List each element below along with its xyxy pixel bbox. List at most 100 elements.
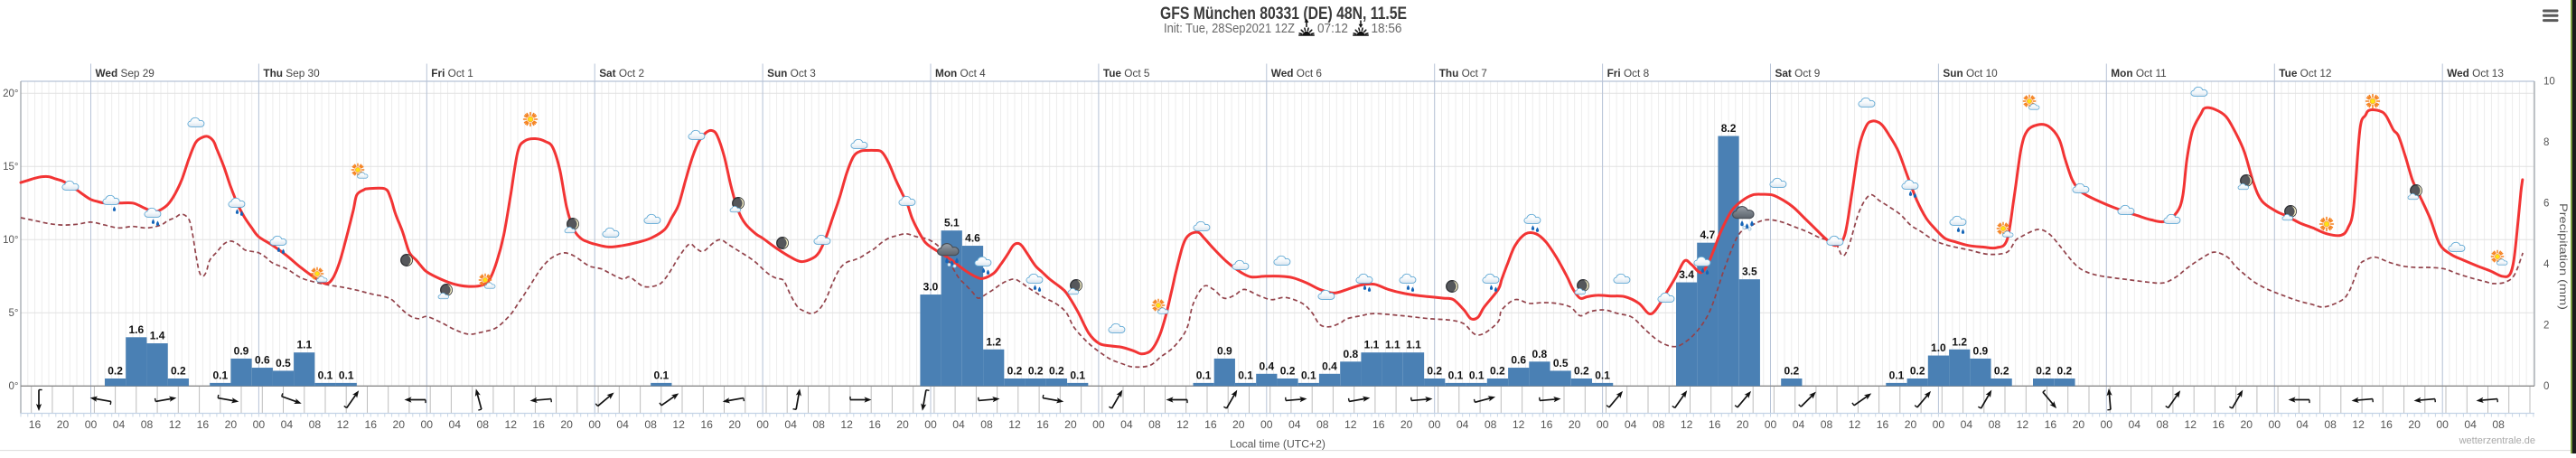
- svg-text:20: 20: [1905, 418, 1917, 431]
- svg-text:00: 00: [1597, 418, 1609, 431]
- svg-text:07:12: 07:12: [1317, 22, 1348, 36]
- svg-text:3.0: 3.0: [923, 281, 939, 294]
- svg-text:08: 08: [2492, 418, 2505, 431]
- svg-text:08: 08: [2324, 418, 2337, 431]
- svg-text:16: 16: [197, 418, 210, 431]
- svg-text:00: 00: [2269, 418, 2281, 431]
- svg-text:0°: 0°: [9, 381, 19, 392]
- svg-text:0.1: 0.1: [339, 369, 354, 381]
- svg-text:20: 20: [1400, 418, 1413, 431]
- svg-text:04: 04: [1120, 418, 1133, 431]
- svg-text:1.1: 1.1: [296, 339, 312, 351]
- svg-text:12: 12: [169, 418, 182, 431]
- svg-text:20: 20: [57, 418, 70, 431]
- svg-text:4.7: 4.7: [1700, 229, 1715, 241]
- svg-text:Wed Sep 29: Wed Sep 29: [96, 67, 155, 79]
- svg-text:Tue Oct 5: Tue Oct 5: [1103, 67, 1150, 79]
- svg-text:wetterzentrale.de: wetterzentrale.de: [2459, 435, 2535, 446]
- svg-text:Thu Oct 7: Thu Oct 7: [1439, 67, 1487, 79]
- svg-text:10°: 10°: [3, 235, 18, 246]
- svg-text:12: 12: [2185, 418, 2197, 431]
- svg-text:04: 04: [2464, 418, 2477, 431]
- svg-text:0.9: 0.9: [1973, 344, 1989, 357]
- svg-text:0.1: 0.1: [653, 369, 669, 381]
- svg-text:5°: 5°: [9, 308, 19, 319]
- svg-text:08: 08: [812, 418, 825, 431]
- svg-text:16: 16: [1036, 418, 1049, 431]
- svg-text:Init: Tue, 28Sep2021 12Z: Init: Tue, 28Sep2021 12Z: [1164, 22, 1295, 36]
- svg-text:20: 20: [728, 418, 741, 431]
- svg-text:08: 08: [477, 418, 490, 431]
- svg-text:Mon Oct 11: Mon Oct 11: [2111, 67, 2166, 79]
- svg-text:04: 04: [1961, 418, 1973, 431]
- svg-text:18:56: 18:56: [1372, 22, 1402, 36]
- svg-text:Thu Sep 30: Thu Sep 30: [263, 67, 320, 79]
- svg-text:16: 16: [2213, 418, 2225, 431]
- svg-text:Sun Oct 10: Sun Oct 10: [1943, 67, 1998, 79]
- svg-text:Sun Oct 3: Sun Oct 3: [767, 67, 816, 79]
- svg-text:1.2: 1.2: [1952, 335, 1967, 348]
- svg-text:20: 20: [2073, 418, 2085, 431]
- svg-text:16: 16: [29, 418, 42, 431]
- svg-text:0.1: 0.1: [1301, 369, 1316, 381]
- svg-text:00: 00: [421, 418, 434, 431]
- svg-text:00: 00: [2101, 418, 2113, 431]
- svg-text:04: 04: [2296, 418, 2309, 431]
- svg-text:20: 20: [393, 418, 406, 431]
- svg-text:20: 20: [560, 418, 573, 431]
- svg-text:16: 16: [365, 418, 378, 431]
- svg-text:3.4: 3.4: [1679, 268, 1694, 281]
- svg-text:04: 04: [952, 418, 965, 431]
- svg-text:20°: 20°: [3, 89, 18, 99]
- svg-text:GFS München 80331 (DE) 48N, 11: GFS München 80331 (DE) 48N, 11.5E: [1160, 5, 1407, 23]
- svg-text:12: 12: [1513, 418, 1525, 431]
- svg-text:0.8: 0.8: [1343, 348, 1358, 360]
- svg-text:0.1: 0.1: [1448, 369, 1464, 381]
- svg-text:Mon Oct 4: Mon Oct 4: [935, 67, 986, 79]
- svg-text:1.1: 1.1: [1364, 339, 1380, 351]
- svg-text:0.2: 0.2: [1994, 365, 2009, 378]
- svg-text:0.2: 0.2: [1574, 365, 1589, 378]
- svg-text:16: 16: [1372, 418, 1385, 431]
- svg-text:Tue Oct 12: Tue Oct 12: [2279, 67, 2331, 79]
- svg-text:08: 08: [644, 418, 657, 431]
- svg-text:08: 08: [980, 418, 993, 431]
- svg-text:0.1: 0.1: [1889, 369, 1905, 381]
- svg-text:12: 12: [1344, 418, 1357, 431]
- svg-text:1.6: 1.6: [128, 323, 144, 336]
- svg-text:00: 00: [1092, 418, 1105, 431]
- svg-text:12: 12: [672, 418, 685, 431]
- svg-text:1.4: 1.4: [150, 330, 165, 342]
- svg-text:12: 12: [1176, 418, 1189, 431]
- svg-text:20: 20: [1232, 418, 1245, 431]
- svg-text:0.2: 0.2: [1910, 365, 1925, 378]
- svg-text:0.2: 0.2: [1028, 365, 1044, 378]
- svg-text:0.1: 0.1: [1595, 369, 1610, 381]
- svg-text:04: 04: [616, 418, 629, 431]
- svg-text:0.9: 0.9: [234, 344, 249, 357]
- svg-text:0.1: 0.1: [1196, 369, 1212, 381]
- svg-text:16: 16: [1541, 418, 1553, 431]
- svg-text:00: 00: [1765, 418, 1777, 431]
- svg-text:0.2: 0.2: [171, 365, 186, 378]
- svg-text:12: 12: [1849, 418, 1861, 431]
- svg-text:20: 20: [896, 418, 909, 431]
- svg-text:0.2: 0.2: [2036, 365, 2051, 378]
- svg-text:08: 08: [1821, 418, 1833, 431]
- svg-text:08: 08: [2157, 418, 2169, 431]
- svg-text:2: 2: [2543, 321, 2549, 332]
- svg-text:20: 20: [1064, 418, 1077, 431]
- svg-text:Wed Oct 13: Wed Oct 13: [2447, 67, 2504, 79]
- svg-text:16: 16: [1204, 418, 1217, 431]
- svg-text:04: 04: [449, 418, 462, 431]
- svg-text:20: 20: [1737, 418, 1749, 431]
- svg-text:0.2: 0.2: [1784, 365, 1799, 378]
- svg-text:16: 16: [1877, 418, 1889, 431]
- svg-text:Wed Oct 6: Wed Oct 6: [1271, 67, 1323, 79]
- svg-text:0.1: 0.1: [318, 369, 333, 381]
- svg-text:5.1: 5.1: [944, 217, 960, 229]
- svg-text:12: 12: [2352, 418, 2365, 431]
- svg-text:16: 16: [868, 418, 881, 431]
- svg-text:00: 00: [1260, 418, 1273, 431]
- svg-text:16: 16: [532, 418, 545, 431]
